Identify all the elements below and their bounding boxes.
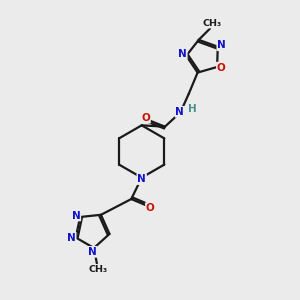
Text: N: N <box>217 40 226 50</box>
Text: O: O <box>146 203 155 213</box>
Text: O: O <box>141 113 150 123</box>
Text: N: N <box>88 247 97 257</box>
Text: N: N <box>176 107 184 117</box>
Text: N: N <box>67 232 76 242</box>
Text: CH₃: CH₃ <box>88 265 107 274</box>
Text: N: N <box>72 211 80 220</box>
Text: O: O <box>217 63 226 73</box>
Text: N: N <box>178 49 187 59</box>
Text: H: H <box>188 104 197 114</box>
Text: N: N <box>137 174 146 184</box>
Text: CH₃: CH₃ <box>202 19 222 28</box>
